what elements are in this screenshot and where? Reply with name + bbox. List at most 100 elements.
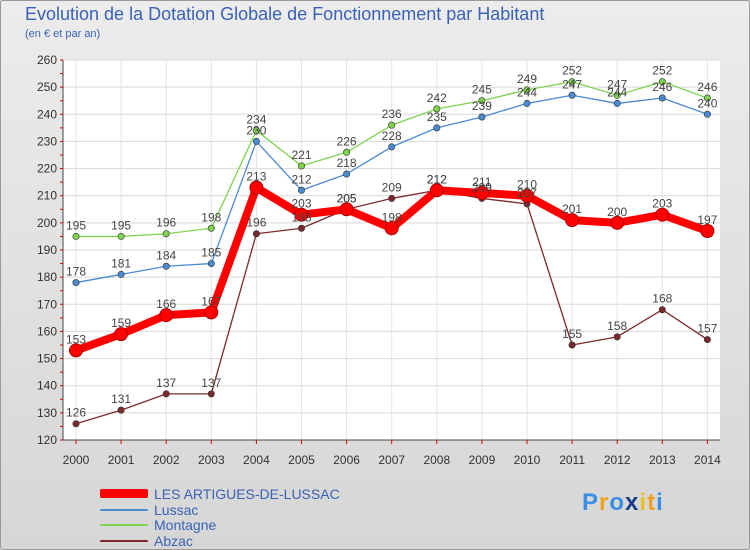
data-point (297, 224, 305, 232)
data-label: 209 (382, 180, 402, 194)
data-label: 201 (562, 202, 582, 216)
data-label: 212 (427, 172, 447, 186)
data-label: 131 (111, 392, 131, 406)
data-label: 242 (427, 91, 447, 105)
data-label: 239 (472, 99, 492, 113)
data-point (520, 188, 534, 203)
data-label: 196 (156, 216, 176, 230)
data-label: 209 (472, 180, 492, 194)
data-label: 205 (337, 191, 357, 205)
data-point (207, 260, 215, 268)
data-point (700, 224, 715, 238)
logo-letter: i (639, 489, 648, 516)
data-label: 221 (291, 148, 311, 162)
data-point (568, 78, 576, 86)
legend-swatch (100, 539, 148, 542)
data-label: 167 (201, 294, 221, 308)
data-label: 168 (652, 292, 672, 306)
data-label: 245 (472, 83, 492, 97)
legend-label: Abzac (154, 532, 193, 549)
x-tick-label: 2009 (469, 453, 496, 467)
x-tick-label: 2007 (378, 453, 405, 467)
data-label: 246 (697, 80, 717, 94)
data-label: 195 (66, 218, 86, 232)
data-label: 210 (517, 178, 537, 192)
data-point (252, 137, 260, 145)
legend-item: Lussac (100, 502, 198, 518)
data-label: 240 (697, 96, 717, 110)
logo-letter: r (599, 489, 610, 516)
data-point (655, 207, 670, 222)
data-point (162, 390, 170, 398)
data-point (69, 343, 83, 358)
data-point (72, 420, 80, 428)
y-tick-label: 180 (37, 270, 57, 284)
data-label: 252 (652, 64, 672, 78)
data-labels-montagne: 195 195 196 1982342212262362422452492522472… (66, 64, 718, 233)
data-label: 155 (562, 327, 582, 341)
data-point (478, 113, 486, 121)
data-label: 185 (201, 246, 221, 260)
data-point (433, 105, 441, 113)
x-tick-label: 2010 (514, 453, 541, 467)
logo-letter: o (609, 489, 626, 516)
data-point (297, 162, 305, 170)
data-point (343, 148, 351, 156)
legend-label: LES ARTIGUES-DE-LUSSAC (154, 485, 340, 502)
legend-item: Abzac (100, 532, 193, 549)
data-label: 153 (66, 332, 86, 346)
data-point (523, 86, 531, 94)
legend-swatch (100, 508, 148, 511)
data-label: 205 (337, 191, 357, 205)
data-point (703, 94, 711, 102)
data-point (249, 180, 264, 195)
data-point (343, 170, 351, 178)
y-tick-label: 210 (37, 189, 57, 203)
data-point (297, 186, 305, 194)
data-point (162, 262, 170, 270)
data-point (207, 224, 215, 232)
data-label: 157 (697, 322, 717, 336)
data-label: 213 (246, 170, 266, 184)
data-labels-les-artigues-de-lussac: 153 159 166 167 213 203 205 198 212 211 210 201 200 2… (66, 170, 718, 347)
x-tick-label: 2004 (243, 453, 270, 467)
data-point (162, 230, 170, 238)
data-point (117, 270, 125, 278)
data-label: 247 (562, 77, 582, 91)
data-label: 211 (472, 175, 491, 189)
y-tick-label: 200 (37, 216, 57, 230)
data-label: 246 (652, 80, 672, 94)
data-point (613, 99, 621, 107)
data-label: 195 (111, 218, 131, 232)
data-label: 203 (652, 197, 672, 211)
y-tick-label: 170 (37, 297, 57, 311)
data-label: 178 (66, 265, 86, 279)
data-label: 181 (111, 256, 131, 270)
data-label: 244 (607, 85, 627, 99)
data-label: 252 (562, 64, 582, 78)
data-label: 230 (246, 123, 266, 137)
x-tick-label: 2011 (559, 453, 585, 467)
data-label: 137 (156, 376, 176, 390)
y-tick-label: 140 (37, 379, 57, 393)
x-tick-label: 2013 (649, 453, 676, 467)
data-point (568, 341, 576, 349)
data-point (658, 306, 666, 314)
data-label: 159 (111, 316, 131, 330)
data-point (159, 308, 174, 323)
data-label: 203 (291, 197, 311, 211)
data-point (339, 202, 354, 217)
data-point (294, 207, 309, 222)
series-montagne (72, 78, 711, 240)
data-label: 212 (427, 172, 447, 186)
x-tick-label: 2005 (288, 453, 315, 467)
y-tick-label: 150 (37, 352, 57, 366)
data-point (568, 91, 576, 99)
data-label: 200 (607, 205, 627, 219)
x-tick-label: 2001 (108, 453, 135, 467)
data-label: 158 (607, 319, 627, 333)
legend-item: LES ARTIGUES-DE-LUSSAC (100, 485, 340, 502)
data-label: 198 (382, 210, 402, 224)
